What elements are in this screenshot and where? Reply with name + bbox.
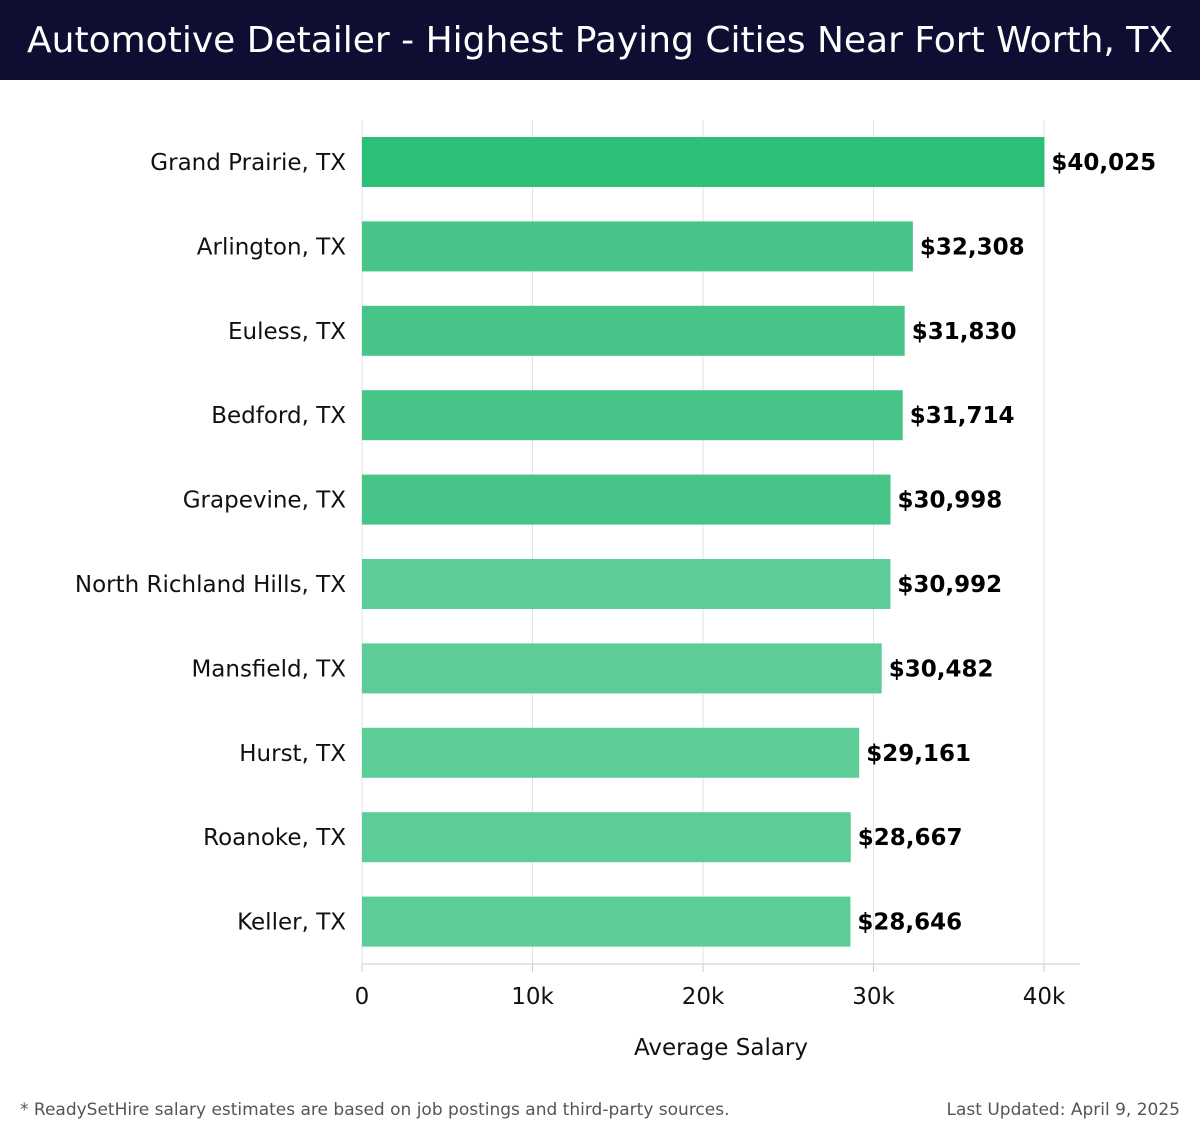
bar xyxy=(362,812,851,863)
category-label: Bedford, TX xyxy=(211,403,346,429)
bar xyxy=(362,559,891,609)
value-label: $28,646 xyxy=(857,910,962,936)
value-label: $30,998 xyxy=(898,488,1003,514)
value-label: $32,308 xyxy=(920,234,1025,260)
x-axis-title: Average Salary xyxy=(634,1035,808,1061)
x-tick-label: 20k xyxy=(682,984,725,1010)
chart-header: Automotive Detailer - Highest Paying Cit… xyxy=(0,0,1200,80)
category-label: Roanoke, TX xyxy=(203,825,346,851)
category-label: Grapevine, TX xyxy=(183,488,347,514)
x-tick-label: 0 xyxy=(355,984,370,1010)
value-label: $40,025 xyxy=(1051,150,1156,176)
category-label: Keller, TX xyxy=(237,910,346,936)
x-axis: 0 10k 20k 30k 40k xyxy=(355,963,1080,1010)
bar xyxy=(362,305,905,356)
value-label: $28,667 xyxy=(858,825,963,851)
x-tick-label: 10k xyxy=(511,984,554,1010)
category-label: North Richland Hills, TX xyxy=(75,572,346,598)
bar xyxy=(362,221,913,272)
value-label: $31,714 xyxy=(910,403,1015,429)
value-label: $30,992 xyxy=(897,572,1002,598)
bar xyxy=(362,474,891,525)
category-label: Grand Prairie, TX xyxy=(150,150,346,176)
bar xyxy=(362,643,882,694)
labels: Grand Prairie, TX $40,025 Arlington, TX $32… xyxy=(75,150,1156,936)
x-tick-label: 30k xyxy=(852,984,895,1010)
bar xyxy=(362,137,1045,187)
category-label: Hurst, TX xyxy=(239,741,346,767)
value-label: $31,830 xyxy=(912,319,1017,345)
value-label: $29,161 xyxy=(866,741,971,767)
chart-title: Automotive Detailer - Highest Paying Cit… xyxy=(27,19,1173,61)
bar xyxy=(362,727,860,778)
category-label: Mansfield, TX xyxy=(191,656,346,682)
category-label: Euless, TX xyxy=(228,319,346,345)
bar xyxy=(362,896,851,947)
bar xyxy=(362,390,903,441)
value-label: $30,482 xyxy=(889,656,994,682)
footer-note: * ReadySetHire salary estimates are base… xyxy=(20,1100,730,1120)
last-updated: Last Updated: April 9, 2025 xyxy=(946,1100,1180,1120)
bar-chart: 0 10k 20k 30k 40k Grand Prairie, TX $40,025 Ar… xyxy=(75,120,1156,1061)
category-label: Arlington, TX xyxy=(197,234,346,260)
x-tick-label: 40k xyxy=(1023,984,1066,1010)
bars xyxy=(362,137,1045,947)
